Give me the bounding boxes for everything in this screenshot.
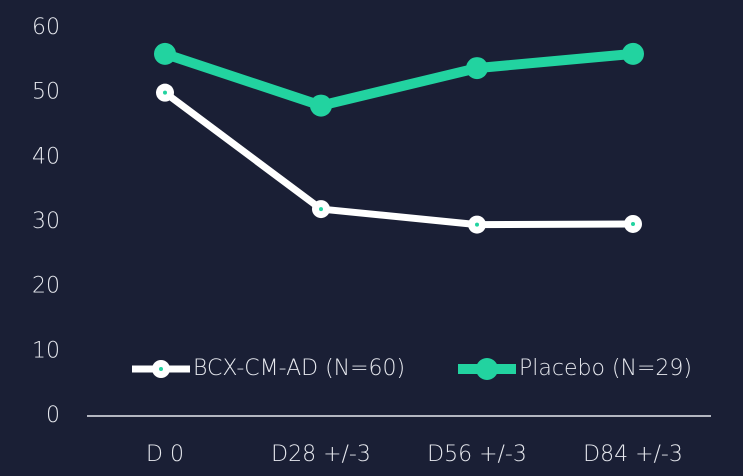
legend-label: Placebo (N=29) <box>519 356 692 381</box>
point <box>466 57 488 80</box>
point <box>310 94 332 117</box>
y-tick-label: 50 <box>32 80 60 105</box>
legend-marker <box>476 358 498 380</box>
y-tick-label: 20 <box>32 274 60 299</box>
x-tick-label: D84 +/-3 <box>583 442 683 467</box>
point-center <box>163 90 167 95</box>
legend-marker-center <box>159 367 163 371</box>
x-tick-label: D 0 <box>146 442 184 467</box>
x-tick-label: D56 +/-3 <box>427 442 527 467</box>
point <box>622 42 644 65</box>
series-line <box>163 48 634 111</box>
y-tick-label: 30 <box>32 209 60 234</box>
point-center <box>631 221 635 226</box>
y-tick-label: 0 <box>46 403 60 428</box>
y-tick-label: 40 <box>32 144 60 169</box>
x-tick-label: D28 +/-3 <box>271 442 371 467</box>
series-line <box>162 89 634 229</box>
point-center <box>319 207 323 212</box>
y-tick-label: 10 <box>32 338 60 363</box>
point-center <box>475 222 479 227</box>
legend-label: BCX-CM-AD (N=60) <box>193 356 405 381</box>
y-tick-label: 60 <box>32 15 60 40</box>
point <box>154 42 176 65</box>
